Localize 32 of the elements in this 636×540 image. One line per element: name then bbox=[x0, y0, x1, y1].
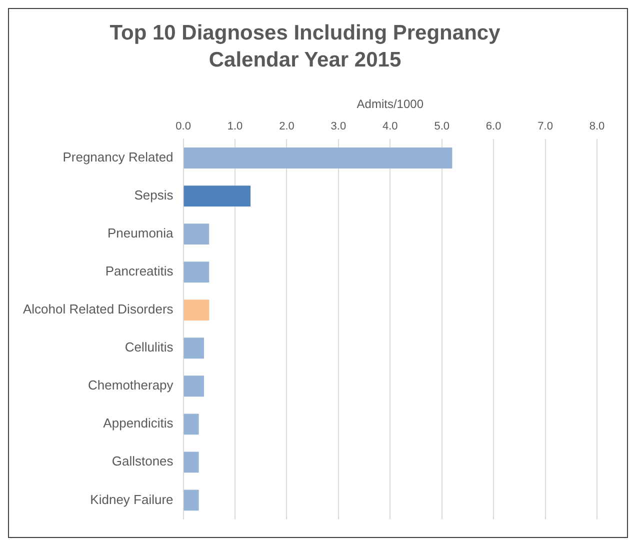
y-tick-label: Pregnancy Related bbox=[62, 150, 174, 165]
y-tick-label: Sepsis bbox=[134, 188, 174, 203]
bar bbox=[184, 452, 199, 473]
bar bbox=[184, 224, 210, 245]
bar bbox=[184, 376, 204, 397]
x-tick-label: 4.0 bbox=[382, 120, 398, 132]
bar bbox=[184, 148, 452, 168]
x-tick-label: 1.0 bbox=[227, 120, 243, 132]
y-tick-label: Gallstones bbox=[112, 454, 174, 469]
bar bbox=[184, 262, 210, 283]
chart-subtitle: Calendar Year 2015 bbox=[208, 48, 402, 72]
y-tick-label: Cellulitis bbox=[124, 340, 174, 355]
x-tick-label: 8.0 bbox=[589, 120, 605, 132]
bar bbox=[184, 338, 204, 359]
y-tick-label: Appendicitis bbox=[103, 416, 174, 431]
x-tick-label: 3.0 bbox=[330, 120, 346, 132]
y-tick-label: Kidney Failure bbox=[90, 492, 174, 507]
y-tick-label: Pneumonia bbox=[108, 226, 174, 241]
x-tick-label: 5.0 bbox=[434, 120, 450, 132]
bar bbox=[184, 300, 210, 321]
bar bbox=[184, 186, 251, 206]
y-tick-label: Alcohol Related Disorders bbox=[22, 302, 174, 317]
bar bbox=[184, 414, 199, 435]
x-tick-label: 0.0 bbox=[176, 120, 191, 132]
bar bbox=[184, 490, 199, 511]
y-tick-label: Chemotherapy bbox=[88, 378, 174, 393]
x-tick-label: 6.0 bbox=[486, 120, 502, 132]
x-tick-label: 7.0 bbox=[538, 120, 553, 132]
x-axis-title: Admits/1000 bbox=[356, 96, 424, 111]
y-tick-label: Pancreatitis bbox=[105, 264, 174, 279]
x-tick-label: 2.0 bbox=[279, 120, 294, 132]
chart-title: Top 10 Diagnoses Including Pregnancy bbox=[110, 21, 501, 44]
